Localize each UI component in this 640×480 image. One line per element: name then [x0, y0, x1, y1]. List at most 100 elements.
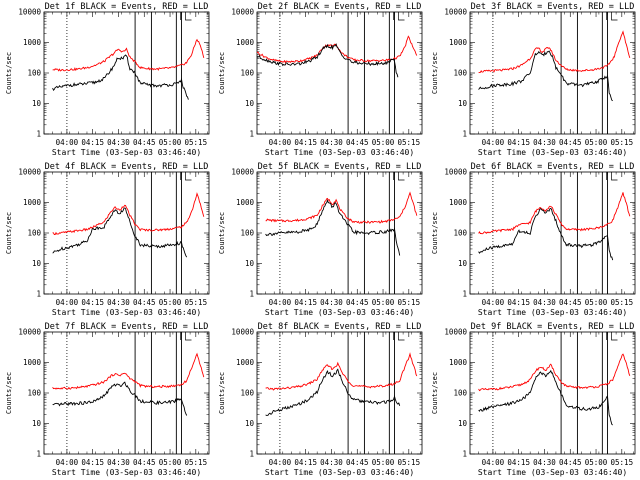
x-tick-label: 05:00: [585, 298, 608, 307]
y-tick-label: 10000: [18, 328, 41, 337]
y-axis-label: Counts/sec: [5, 52, 13, 94]
y-tick-label: 1000: [23, 198, 42, 207]
x-tick-label: 04:30: [320, 138, 343, 147]
y-tick-label: 1: [249, 130, 254, 139]
y-tick-label: 10000: [18, 168, 41, 177]
events-series-line: [265, 199, 401, 256]
x-axis-label: Start Time (03-Sep-03 03:46:40): [52, 308, 201, 317]
y-tick-label: 100: [240, 389, 254, 398]
y-tick-label: 100: [240, 229, 254, 238]
x-tick-label: 04:00: [56, 298, 79, 307]
panel-title: Det 6f BLACK = Events, RED = LLD: [471, 162, 635, 172]
y-tick-label: 100: [27, 389, 41, 398]
panel-title: Det 3f BLACK = Events, RED = LLD: [471, 2, 635, 12]
x-tick-label: 04:00: [269, 458, 292, 467]
y-tick-label: 1: [462, 290, 467, 299]
events-series-line: [478, 50, 613, 102]
y-tick-label: 1: [462, 450, 467, 459]
x-axis-label: Start Time (03-Sep-03 03:46:40): [52, 148, 201, 157]
panel-title: Det 2f BLACK = Events, RED = LLD: [258, 2, 422, 12]
y-tick-label: 1: [36, 130, 41, 139]
y-axis-label: Counts/sec: [5, 372, 13, 414]
events-series-line: [52, 381, 188, 416]
panel-5: Det 5f BLACK = Events, RED = LLD 1 10 100 10…: [218, 162, 423, 317]
x-axis-label: Start Time (03-Sep-03 03:46:40): [265, 148, 414, 157]
y-tick-label: 1: [36, 290, 41, 299]
events-series-line: [478, 369, 613, 426]
y-axis-label: Counts/sec: [431, 52, 439, 94]
x-tick-label: 04:45: [133, 138, 156, 147]
x-tick-label: 05:00: [372, 138, 395, 147]
x-tick-label: 05:00: [159, 138, 182, 147]
lld-series-line: [256, 35, 418, 64]
x-tick-label: 04:45: [133, 298, 156, 307]
lld-series-line: [265, 352, 418, 391]
x-tick-label: 04:15: [294, 138, 317, 147]
y-tick-label: 10000: [231, 168, 254, 177]
y-tick-label: 10: [245, 99, 255, 108]
x-tick-label: 04:00: [56, 138, 79, 147]
x-axis-label: Start Time (03-Sep-03 03:46:40): [265, 468, 414, 477]
x-tick-label: 05:15: [185, 138, 208, 147]
plot-frame: [43, 11, 210, 135]
panel-4: Det 4f BLACK = Events, RED = LLD 1 10 100 10…: [5, 162, 210, 317]
plot-frame: [256, 331, 423, 455]
x-tick-label: 04:45: [346, 138, 369, 147]
lld-series-line: [52, 38, 205, 72]
x-tick-label: 04:45: [346, 298, 369, 307]
panel-8: Det 8f BLACK = Events, RED = LLD 1 10 100 10…: [218, 322, 423, 477]
x-tick-label: 04:30: [107, 138, 130, 147]
y-tick-label: 10: [32, 259, 42, 268]
x-tick-label: 05:00: [159, 298, 182, 307]
x-tick-label: 04:45: [133, 458, 156, 467]
y-axis-label: Counts/sec: [5, 212, 13, 254]
x-tick-label: 04:30: [533, 138, 556, 147]
y-tick-label: 10: [32, 419, 42, 428]
plot-frame: [43, 171, 210, 295]
x-tick-label: 04:45: [559, 458, 582, 467]
y-axis-label: Counts/sec: [431, 212, 439, 254]
x-tick-label: 04:30: [320, 458, 343, 467]
flag-mark: [185, 12, 192, 21]
y-tick-label: 1000: [23, 358, 42, 367]
panel-1: Det 1f BLACK = Events, RED = LLD 1 10 100 10…: [5, 2, 210, 157]
y-tick-label: 10000: [444, 8, 467, 17]
plot-frame: [43, 331, 210, 455]
panel-title: Det 8f BLACK = Events, RED = LLD: [258, 322, 422, 332]
y-tick-label: 1: [249, 450, 254, 459]
y-tick-label: 1000: [236, 198, 255, 207]
lld-series-line: [478, 353, 631, 392]
x-tick-label: 04:15: [81, 138, 104, 147]
y-axis-label: Counts/sec: [431, 372, 439, 414]
x-tick-label: 04:15: [81, 458, 104, 467]
panel-title: Det 1f BLACK = Events, RED = LLD: [45, 2, 209, 12]
flag-mark: [611, 172, 618, 181]
y-tick-label: 10: [245, 419, 255, 428]
panel-2: Det 2f BLACK = Events, RED = LLD 1 10 100 10…: [218, 2, 423, 157]
x-tick-label: 04:15: [294, 458, 317, 467]
events-series-line: [256, 43, 399, 78]
panel-title: Det 4f BLACK = Events, RED = LLD: [45, 162, 209, 172]
y-tick-label: 1: [249, 290, 254, 299]
y-tick-label: 10: [32, 99, 42, 108]
y-tick-label: 10000: [231, 8, 254, 17]
plot-frame: [469, 331, 636, 455]
x-axis-label: Start Time (03-Sep-03 03:46:40): [478, 468, 627, 477]
lld-series-line: [478, 30, 631, 74]
x-tick-label: 04:00: [482, 298, 505, 307]
x-tick-label: 04:15: [507, 138, 530, 147]
y-tick-label: 1: [36, 450, 41, 459]
x-axis-label: Start Time (03-Sep-03 03:46:40): [478, 148, 627, 157]
panel-title: Det 7f BLACK = Events, RED = LLD: [45, 322, 209, 332]
x-tick-label: 04:30: [107, 458, 130, 467]
panel-9: Det 9f BLACK = Events, RED = LLD 1 10 100 10…: [431, 322, 636, 477]
x-tick-label: 05:15: [611, 298, 634, 307]
panel-7: Det 7f BLACK = Events, RED = LLD 1 10 100 10…: [5, 322, 210, 477]
x-tick-label: 05:00: [372, 458, 395, 467]
panel-title: Det 5f BLACK = Events, RED = LLD: [258, 162, 422, 172]
flag-mark: [611, 12, 618, 21]
x-tick-label: 04:15: [294, 298, 317, 307]
lld-series-line: [52, 192, 205, 235]
y-tick-label: 1000: [236, 358, 255, 367]
plot-frame: [469, 11, 636, 135]
